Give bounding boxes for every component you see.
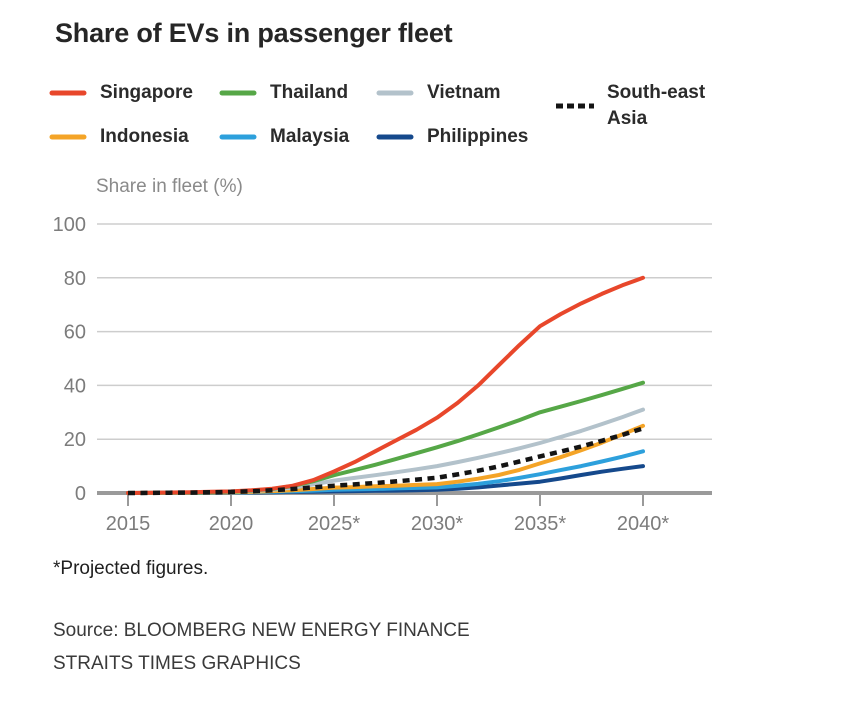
legend-swatch-indonesia <box>49 134 87 140</box>
legend-swatch-philippines <box>376 134 414 140</box>
legend-label-vietnam: Vietnam <box>427 82 501 103</box>
y-tick-label-0: 0 <box>75 483 86 505</box>
legend-label-indonesia: Indonesia <box>100 126 189 147</box>
legend-item-singapore: Singapore <box>48 80 193 106</box>
x-tick-label-2030: 2030* <box>411 513 463 535</box>
legend-item-philippines: Philippines <box>375 124 528 150</box>
legend-label-thailand: Thailand <box>270 82 349 103</box>
legend-swatch-malaysia <box>219 134 257 140</box>
legend-label-philippines: Philippines <box>427 126 529 147</box>
footnote: *Projected figures. <box>53 558 209 579</box>
legend-label-singapore: Singapore <box>100 82 193 103</box>
legend-item-indonesia: Indonesia <box>48 124 189 150</box>
y-tick-label-60: 60 <box>64 322 86 344</box>
legend-swatch-singapore <box>49 90 87 96</box>
x-tick-label-2020: 2020 <box>209 513 254 535</box>
y-tick-label-40: 40 <box>64 375 86 397</box>
source-line-2: STRAITS TIMES GRAPHICS <box>53 653 301 674</box>
y-tick-label-20: 20 <box>64 429 86 451</box>
x-tick-label-2040: 2040* <box>617 513 669 535</box>
legend-label-malaysia: Malaysia <box>270 126 350 147</box>
legend-swatch-south-east-asia <box>556 103 594 109</box>
legend-item-vietnam: Vietnam <box>375 80 501 106</box>
chart-title: Share of EVs in passenger fleet <box>55 18 453 48</box>
y-tick-label-80: 80 <box>64 268 86 290</box>
legend-swatch-thailand <box>219 90 257 96</box>
legend-label-south-east-asia: South-east Asia <box>607 82 706 129</box>
legend-item-malaysia: Malaysia <box>218 124 349 150</box>
legend-item-thailand: Thailand <box>218 80 348 106</box>
y-tick-label-100: 100 <box>53 214 86 236</box>
x-tick-label-2025: 2025* <box>308 513 360 535</box>
source-line-1: Source: BLOOMBERG NEW ENERGY FINANCE <box>53 620 470 641</box>
x-tick-label-2035: 2035* <box>514 513 566 535</box>
x-tick-label-2015: 2015 <box>106 513 151 535</box>
legend-item-south-east-asia: South-east Asia <box>555 80 725 131</box>
y-axis-label: Share in fleet (%) <box>96 176 243 197</box>
series-line-singapore <box>126 275 645 495</box>
legend-swatch-vietnam <box>376 90 414 96</box>
